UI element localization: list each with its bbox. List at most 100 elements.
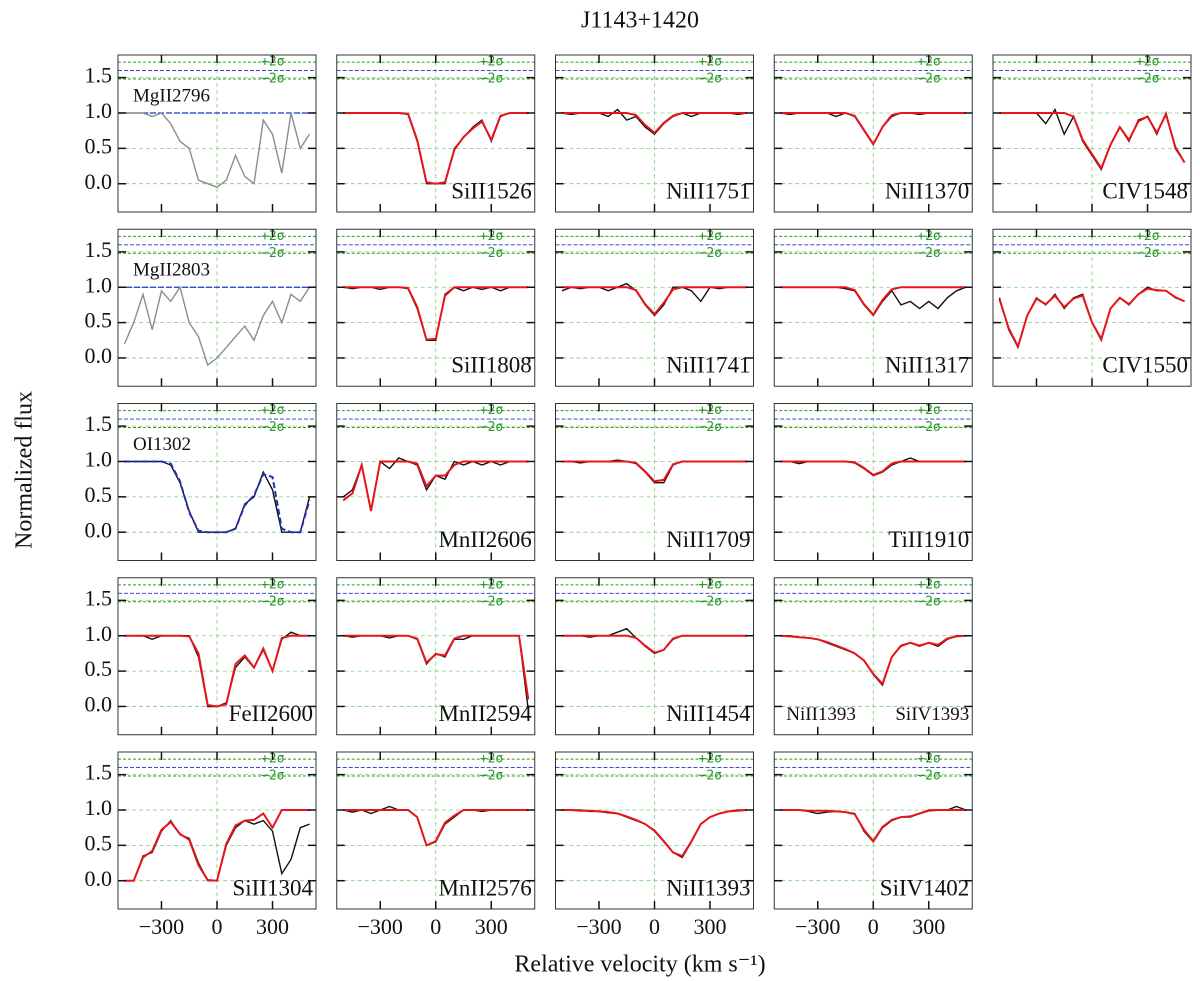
x-tick-label: 300 <box>256 914 289 939</box>
flux-line <box>124 112 311 188</box>
sigma-label: −2σ <box>699 246 723 261</box>
sigma-label: −2σ <box>480 769 504 784</box>
sigma-label: −2σ <box>917 420 941 435</box>
x-tick-label: 0 <box>430 914 441 939</box>
y-tick-label: 1.5 <box>85 760 113 785</box>
line-label: SiIV1402 <box>880 875 969 900</box>
fit-line <box>780 634 966 686</box>
y-tick-label: 0.5 <box>85 830 113 855</box>
line-label: CIV1548 <box>1102 178 1188 203</box>
x-tick-label: 0 <box>649 914 660 939</box>
fit-line <box>343 286 529 341</box>
y-tick-label: 0.5 <box>85 482 113 507</box>
x-tick-label: 300 <box>912 914 945 939</box>
sigma-label: −2σ <box>261 420 285 435</box>
sigma-label: −2σ <box>480 72 504 87</box>
sigma-label: −2σ <box>917 246 941 261</box>
fit-line <box>562 112 747 135</box>
fit-line <box>562 286 747 316</box>
x-tick-label: −300 <box>139 914 184 939</box>
line-label: NiII1741 <box>666 353 750 378</box>
y-axis-label: Normalized flux <box>12 391 38 549</box>
line-label: NiII1751 <box>666 178 750 203</box>
chart-title: J1143+1420 <box>581 8 699 34</box>
fit-line <box>562 634 747 654</box>
sigma-label: −2σ <box>917 594 941 609</box>
y-tick-label: 0.0 <box>85 517 113 542</box>
line-label: CIV1550 <box>1102 353 1188 378</box>
line-label: SiII1808 <box>451 353 532 378</box>
y-tick-label: 0.5 <box>85 308 113 333</box>
x-axis-label: Relative velocity (km s⁻¹) <box>514 952 765 978</box>
fit-line <box>124 634 310 708</box>
fit-line <box>343 809 529 847</box>
y-tick-label: 1.0 <box>85 795 113 820</box>
x-tick-label: 0 <box>868 914 879 939</box>
fit-line <box>780 112 966 147</box>
line-label: SiII1304 <box>233 875 314 900</box>
x-tick-label: 0 <box>212 914 223 939</box>
fit-line <box>343 634 530 700</box>
line-label: TiII1910 <box>888 527 969 552</box>
y-tick-label: 0.0 <box>85 169 113 194</box>
y-tick-label: 1.0 <box>85 621 113 646</box>
sigma-label: −2σ <box>699 594 723 609</box>
line-label: MgII2796 <box>133 85 210 106</box>
line-label: MgII2803 <box>133 260 210 281</box>
sigma-label: −2σ <box>480 246 504 261</box>
line-label: NiII1709 <box>666 527 750 552</box>
sigma-label: −2σ <box>480 594 504 609</box>
sigma-label: −2σ <box>917 769 941 784</box>
sigma-label: −2σ <box>699 420 723 435</box>
sigma-label: −2σ <box>699 769 723 784</box>
y-tick-label: 1.0 <box>85 447 113 472</box>
y-tick-label: 0.0 <box>85 692 113 717</box>
fit-line <box>124 809 310 882</box>
fit-line <box>343 112 529 185</box>
sigma-label: −2σ <box>261 594 285 609</box>
x-tick-label: −300 <box>358 914 403 939</box>
x-tick-label: 300 <box>694 914 727 939</box>
line-label: NiII1454 <box>666 701 751 726</box>
line-label: NiII1317 <box>885 353 969 378</box>
y-tick-label: 0.0 <box>85 866 113 891</box>
y-tick-label: 0.0 <box>85 343 113 368</box>
x-tick-label: −300 <box>795 914 840 939</box>
y-tick-label: 1.5 <box>85 585 113 610</box>
line-label: NiII1393 <box>666 875 750 900</box>
sigma-label: −2σ <box>1136 246 1160 261</box>
sigma-label: −2σ <box>261 246 285 261</box>
fit-line <box>999 111 1186 171</box>
sigma-label: −2σ <box>699 72 723 87</box>
line-label: SiII1526 <box>451 178 532 203</box>
y-tick-label: 0.5 <box>85 656 113 681</box>
y-tick-label: 1.0 <box>85 272 113 297</box>
fit-line <box>780 286 966 317</box>
fit-line <box>562 809 748 858</box>
y-tick-label: 1.0 <box>85 98 113 123</box>
fit-line <box>998 287 1185 350</box>
line-label: MnII2576 <box>438 875 531 900</box>
fit-line <box>124 460 311 534</box>
line-label: FeII2600 <box>229 701 313 726</box>
sigma-label: −2σ <box>480 420 504 435</box>
line-label: MnII2606 <box>438 527 531 552</box>
line-label: OI1302 <box>133 434 191 455</box>
